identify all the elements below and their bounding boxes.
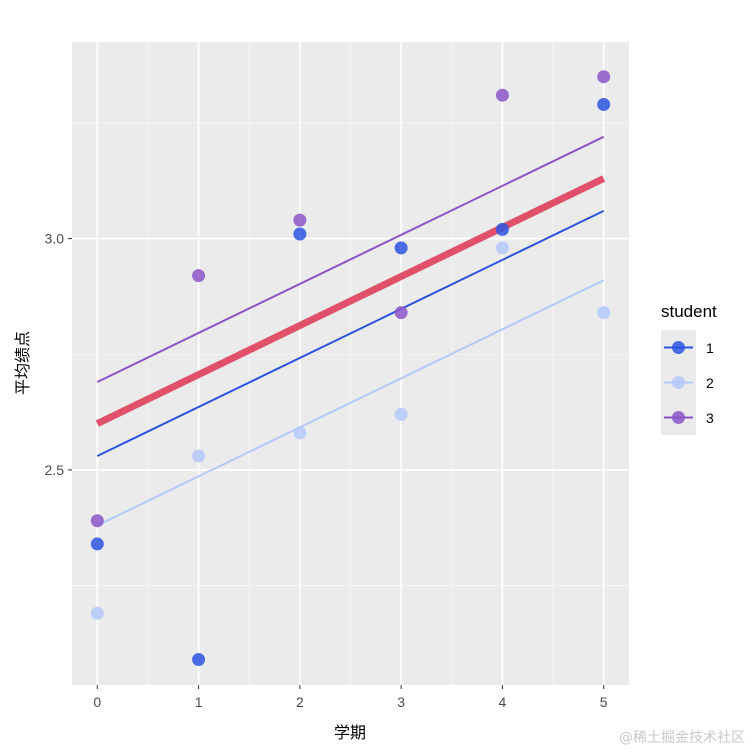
point-student-2 <box>597 306 611 320</box>
legend-key-point <box>672 341 685 354</box>
major-gridlines <box>72 42 629 685</box>
fit-line-student-3 <box>96 135 605 383</box>
x-tick-label: 0 <box>93 694 101 710</box>
series-fit-lines <box>96 135 605 527</box>
x-tick-labels: 0 1 2 3 4 5 <box>93 694 607 710</box>
x-tick-label: 5 <box>600 694 608 710</box>
overall-fit-line <box>95 175 606 427</box>
legend-keys: 1 2 3 <box>661 330 714 435</box>
point-student-2 <box>192 449 206 463</box>
x-tick-label: 1 <box>195 694 203 710</box>
y-tick-labels: 2.5 3.0 <box>45 231 65 478</box>
legend-label-student-1: 1 <box>706 340 714 356</box>
legend-label-student-3: 3 <box>706 410 714 426</box>
point-student-1 <box>192 653 206 667</box>
legend-key-point <box>672 411 685 424</box>
point-student-3 <box>90 514 104 528</box>
point-student-1 <box>293 227 307 241</box>
point-student-2 <box>495 241 509 255</box>
x-tick-label: 3 <box>397 694 405 710</box>
x-tick-label: 2 <box>296 694 304 710</box>
y-tick-label: 3.0 <box>45 231 65 247</box>
legend-label-student-2: 2 <box>706 375 714 391</box>
x-tick-label: 4 <box>499 694 507 710</box>
axis-ticks <box>68 238 605 689</box>
legend-key-point <box>672 376 685 389</box>
point-student-3 <box>293 213 307 227</box>
x-axis-title: 学期 <box>334 723 366 742</box>
data-points <box>90 70 611 667</box>
y-tick-label: 2.5 <box>45 462 65 478</box>
point-student-1 <box>597 97 611 111</box>
legend-title: student <box>661 302 717 321</box>
point-student-3 <box>495 88 509 102</box>
y-axis-title: 平均绩点 <box>13 331 32 395</box>
point-student-3 <box>597 70 611 84</box>
point-student-2 <box>90 606 104 620</box>
overall-fit-line <box>95 175 606 427</box>
point-student-2 <box>394 407 408 421</box>
fit-line-student-1 <box>96 209 605 457</box>
fit-line-student-2 <box>96 279 605 527</box>
legend: student 1 2 3 <box>661 302 717 435</box>
point-student-2 <box>293 426 307 440</box>
point-student-1 <box>394 241 408 255</box>
watermark: @稀土掘金技术社区 <box>619 730 745 746</box>
minor-gridlines <box>72 42 629 685</box>
point-student-1 <box>90 537 104 551</box>
point-student-3 <box>394 306 408 320</box>
point-student-3 <box>192 269 206 283</box>
point-student-1 <box>495 222 509 236</box>
